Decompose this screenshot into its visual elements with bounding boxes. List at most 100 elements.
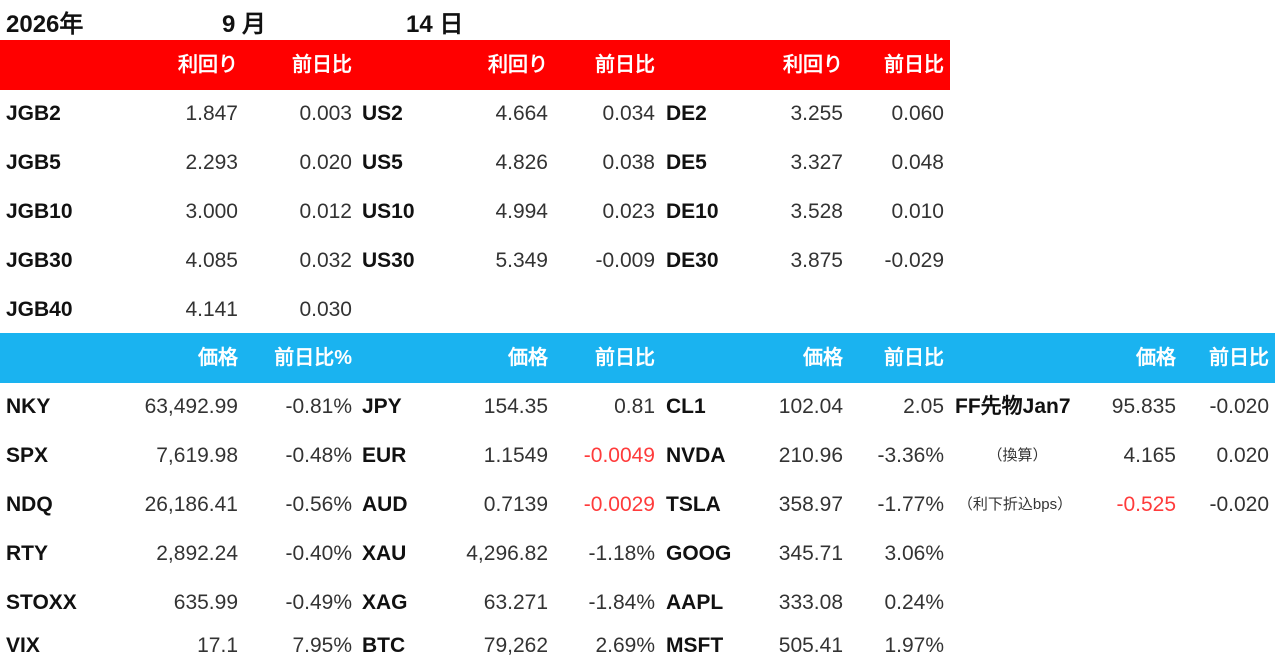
market-change-header: 前日比 [1209,347,1269,369]
bond-change: 0.020 [299,151,352,174]
date-day: 14 日 [406,11,464,38]
market-change-header: 前日比% [274,347,352,369]
market-change: -0.49% [285,591,352,614]
market-change: -0.81% [285,395,352,418]
bond-yield-header: 利回り [488,54,548,76]
market-change-header: 前日比 [884,347,944,369]
market-change: -0.48% [285,444,352,467]
market-price-header: 価格 [1136,347,1176,369]
bond-name: JGB2 [6,102,61,125]
market-change: 0.24% [884,591,944,614]
market-price-header: 価格 [508,347,548,369]
bond-change-header: 前日比 [595,54,655,76]
bond-name: US10 [362,200,415,223]
market-change: -1.77% [877,493,944,516]
market-change: -0.40% [285,542,352,565]
market-name: AAPL [666,591,724,614]
market-change: 3.06% [884,542,944,565]
market-change: 0.020 [1216,444,1269,467]
date-header: 2026年 9 月 14 日 [0,0,600,38]
market-change: 2.69% [595,634,655,657]
bond-name: US5 [362,151,403,174]
market-price: 102.04 [778,395,843,418]
bond-change: 0.012 [299,200,352,223]
market-change: -1.84% [588,591,655,614]
bond-name: DE5 [666,151,707,174]
market-name: NVDA [666,444,726,467]
bond-yield: 2.293 [185,151,238,174]
market-change: -0.0029 [583,493,655,516]
market-change: 7.95% [292,634,352,657]
bond-yield: 4.141 [185,298,238,321]
market-name: VIX [6,634,40,657]
market-price: 17.1 [197,634,238,657]
market-price: 26,186.41 [144,493,238,516]
market-price-header: 価格 [198,347,238,369]
bond-yield: 3.000 [185,200,238,223]
market-change: 0.81 [614,395,655,418]
bond-change: -0.009 [595,249,655,272]
market-name: STOXX [6,591,77,614]
bond-change: 0.010 [891,200,944,223]
bond-yield-header: 利回り [178,54,238,76]
bond-name: JGB10 [6,200,73,223]
market-name: XAU [362,542,407,565]
bond-change-header: 前日比 [884,54,944,76]
bond-change: 0.030 [299,298,352,321]
bond-yield: 4.664 [495,102,548,125]
market-price: 63,492.99 [144,395,238,418]
market-change: -0.020 [1209,395,1269,418]
bond-yield: 3.875 [790,249,843,272]
bond-yield-header: 利回り [783,54,843,76]
bond-change: 0.034 [602,102,655,125]
bond-name: DE10 [666,200,719,223]
market-note: （換算） [987,447,1048,464]
market-price: 345.71 [778,542,843,565]
market-name: MSFT [666,634,724,657]
market-name: FF先物Jan7 [955,395,1071,418]
bond-change: 0.032 [299,249,352,272]
market-name: JPY [362,395,402,418]
bond-change: 0.038 [602,151,655,174]
market-price: 63.271 [483,591,548,614]
market-change: 1.97% [884,634,944,657]
bond-yield: 3.255 [790,102,843,125]
market-price: -0.525 [1116,493,1176,516]
market-change: -3.36% [877,444,944,467]
bond-yield: 4.994 [495,200,548,223]
bond-yield: 5.349 [495,249,548,272]
market-header-row: 価格 前日比% 価格 前日比 価格 前日比 価格 前日比 [0,333,1275,383]
market-name: BTC [362,634,406,657]
market-name: TSLA [666,493,721,516]
market-price: 0.7139 [483,493,548,516]
bond-change: 0.060 [891,102,944,125]
bond-name: JGB40 [6,298,73,321]
market-name: NDQ [6,493,53,516]
market-change: -0.0049 [583,444,655,467]
market-name: CL1 [666,395,706,418]
bond-yield: 1.847 [185,102,238,125]
bond-yield: 3.327 [790,151,843,174]
bond-change: 0.003 [299,102,352,125]
market-name: GOOG [666,542,732,565]
market-name: NKY [6,395,51,418]
market-price: 95.835 [1111,395,1176,418]
bond-name: DE30 [666,249,719,272]
market-price: 210.96 [778,444,843,467]
market-name: SPX [6,444,49,467]
market-price: 154.35 [483,395,548,418]
market-price: 333.08 [778,591,843,614]
market-price: 4.165 [1123,444,1176,467]
bond-name: JGB30 [6,249,73,272]
market-name: EUR [362,444,407,467]
market-price: 1.1549 [483,444,548,467]
market-name: XAG [362,591,408,614]
market-price: 7,619.98 [156,444,238,467]
bond-name: US2 [362,102,403,125]
market-price: 79,262 [483,634,548,657]
market-price-header: 価格 [803,347,843,369]
market-price: 358.97 [778,493,843,516]
bond-change-header: 前日比 [292,54,352,76]
bond-change: 0.023 [602,200,655,223]
bond-name: DE2 [666,102,707,125]
